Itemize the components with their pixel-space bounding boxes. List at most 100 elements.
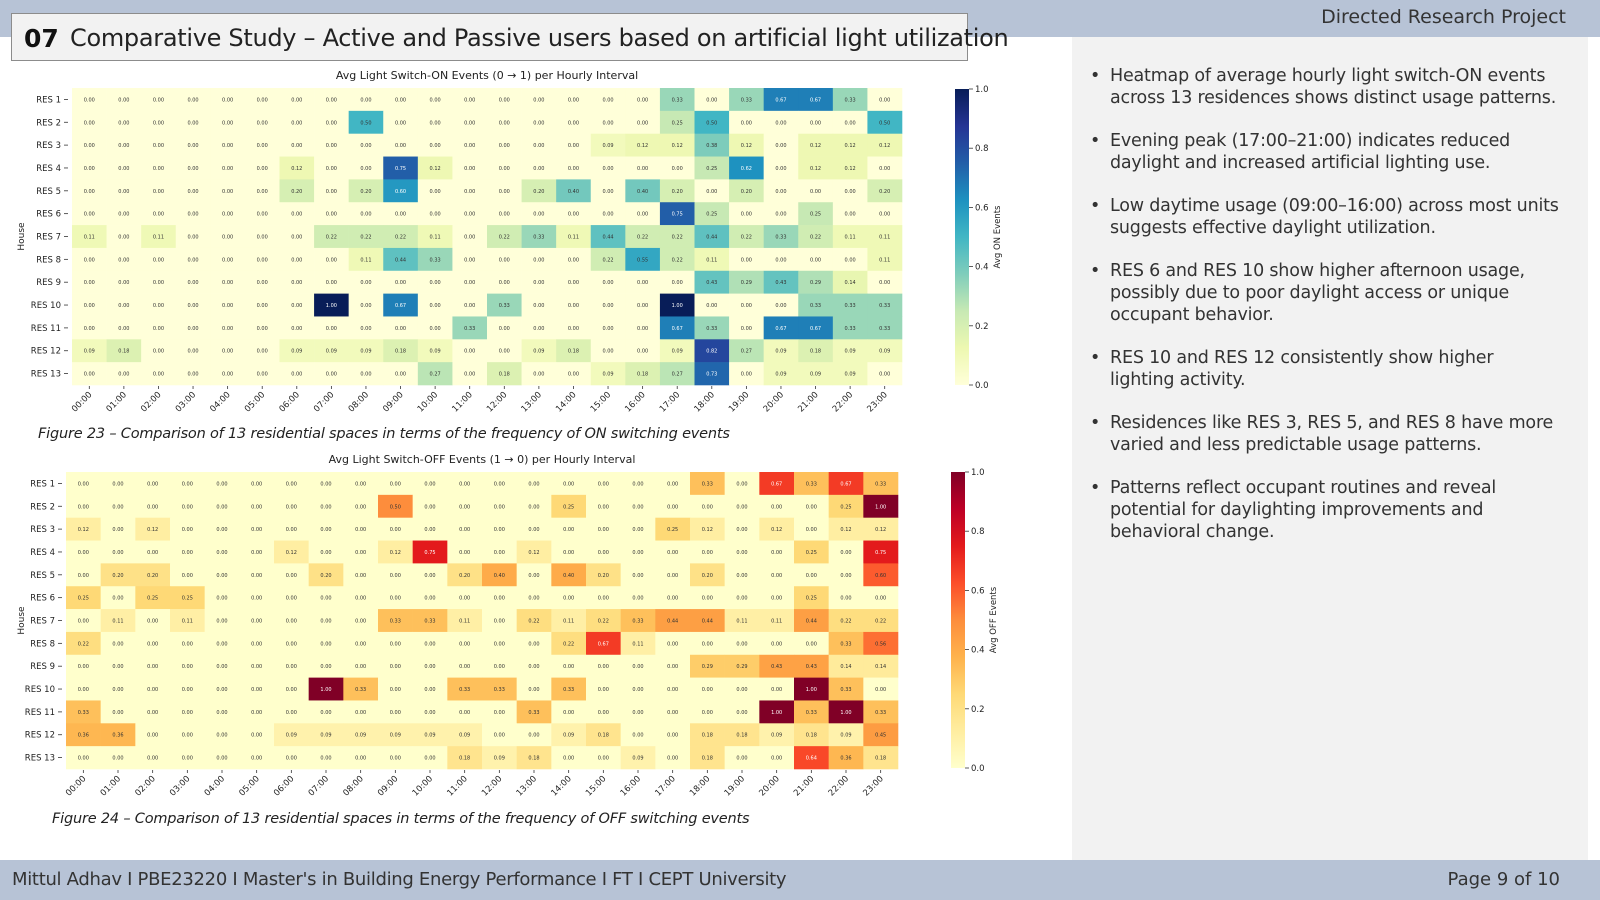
heatmap-cell (867, 339, 903, 363)
y-tick-label: RES 2 (30, 502, 55, 512)
x-tick-label: 15:00 (584, 774, 608, 798)
heatmap-cell (828, 517, 864, 541)
cell-value-label: 0.20 (741, 189, 752, 195)
heatmap-cell (763, 88, 799, 112)
heatmap-cell (620, 563, 656, 587)
cell-value-label: 0.20 (598, 573, 609, 579)
cell-value-label: 0.00 (499, 257, 510, 263)
heatmap-cell (204, 540, 240, 564)
cell-value-label: 0.43 (706, 280, 717, 286)
heatmap-cell (175, 293, 211, 317)
heatmap-cell (487, 316, 522, 340)
heatmap-cell (724, 517, 760, 541)
heatmap-cell (135, 746, 171, 770)
heatmap-cell (556, 133, 592, 157)
insight-item: • Evening peak (17:00–21:00) indicates re… (1090, 131, 1511, 173)
x-tick-label: 14:00 (554, 390, 578, 414)
cell-value-label: 0.00 (355, 527, 366, 533)
heatmap-cell (586, 746, 621, 770)
heatmap-cell (72, 225, 107, 249)
heatmap-cell (863, 563, 899, 587)
heatmap-cell (729, 179, 764, 203)
colorbar-tick-label: 0.6 (975, 203, 989, 213)
cell-value-label: 0.00 (632, 596, 643, 602)
cell-value-label: 0.00 (775, 189, 786, 195)
cell-value-label: 0.00 (291, 326, 302, 332)
cell-value-label: 0.00 (464, 235, 475, 241)
cell-value-label: 0.00 (147, 687, 158, 693)
y-tick-label: RES 12 (31, 347, 61, 357)
heatmap-cell (279, 88, 315, 112)
cell-value-label: 0.00 (806, 641, 817, 647)
heatmap-cell (482, 540, 517, 564)
heatmap-cell (348, 225, 384, 249)
heatmap-cell (412, 540, 448, 564)
cell-value-label: 0.00 (112, 504, 123, 510)
cell-value-label: 0.00 (464, 349, 475, 355)
cell-value-label: 0.00 (533, 280, 544, 286)
heatmap-cell (348, 362, 384, 386)
heatmap-cell (378, 494, 413, 518)
heatmap-cell (832, 339, 868, 363)
heatmap-cell (828, 609, 864, 633)
cell-value-label: 0.67 (775, 326, 786, 332)
cell-value-label: 0.20 (459, 573, 470, 579)
cell-value-label: 0.00 (598, 756, 609, 762)
heatmap-cell (690, 723, 725, 747)
insight-item: • Residences like RES 3, RES 5, and RES 8… (1090, 413, 1554, 455)
heatmap-cell (586, 540, 621, 564)
heatmap-cell (794, 609, 829, 633)
cell-value-label: 0.00 (84, 97, 95, 103)
heatmap-cell (586, 609, 621, 633)
y-tick-label: RES 6 (30, 594, 55, 604)
heatmap-cell (378, 586, 413, 610)
heatmap-cell (244, 156, 280, 180)
cell-value-label: 0.00 (499, 326, 510, 332)
heatmap-cell (551, 540, 587, 564)
x-tick-label: 20:00 (762, 390, 786, 414)
heatmap-cell (551, 677, 587, 701)
cell-value-label: 0.09 (424, 733, 435, 739)
heatmap-cell (729, 362, 764, 386)
cell-value-label: 1.00 (806, 687, 817, 693)
heatmap-cell (724, 563, 760, 587)
heatmap-cell (274, 472, 309, 496)
cell-value-label: 0.00 (222, 120, 233, 126)
cell-value-label: 0.00 (291, 280, 302, 286)
cell-value-label: 0.00 (291, 97, 302, 103)
cell-value-label: 0.00 (320, 641, 331, 647)
cell-value-label: 0.00 (736, 527, 747, 533)
cell-value-label: 0.00 (320, 710, 331, 716)
cell-value-label: 0.00 (637, 166, 648, 172)
cell-value-label: 0.50 (360, 120, 371, 126)
heatmap-cell (452, 247, 488, 272)
heatmap-cell (204, 609, 240, 633)
heatmap-cell (798, 179, 834, 203)
heatmap-cell (170, 700, 205, 724)
heatmap-cell (279, 247, 315, 272)
cell-value-label: 0.09 (845, 349, 856, 355)
cell-value-label: 0.11 (879, 257, 890, 263)
heatmap-cell (141, 88, 177, 112)
heatmap-cell (383, 293, 419, 317)
heatmap-cell (763, 202, 799, 226)
cell-value-label: 0.00 (533, 212, 544, 218)
cell-value-label: 0.09 (563, 733, 574, 739)
cell-value-label: 0.00 (494, 619, 505, 625)
heatmap-cell (66, 517, 101, 541)
heatmap-cell (586, 654, 621, 678)
cell-value-label: 0.00 (320, 664, 331, 670)
heatmap-cell (239, 517, 275, 541)
heatmap-cell (798, 202, 834, 226)
cell-value-label: 1.00 (320, 687, 331, 693)
heatmap-cell (175, 156, 211, 180)
colorbar (955, 89, 969, 385)
cell-value-label: 0.22 (672, 257, 683, 263)
heatmap-cell (690, 700, 725, 724)
cell-value-label: 0.00 (568, 97, 579, 103)
colorbar-tick-label: 0.0 (971, 764, 985, 774)
cell-value-label: 0.00 (845, 257, 856, 263)
cell-value-label: 0.00 (355, 504, 366, 510)
cell-value-label: 0.00 (840, 550, 851, 556)
heatmap-cell (763, 247, 799, 272)
